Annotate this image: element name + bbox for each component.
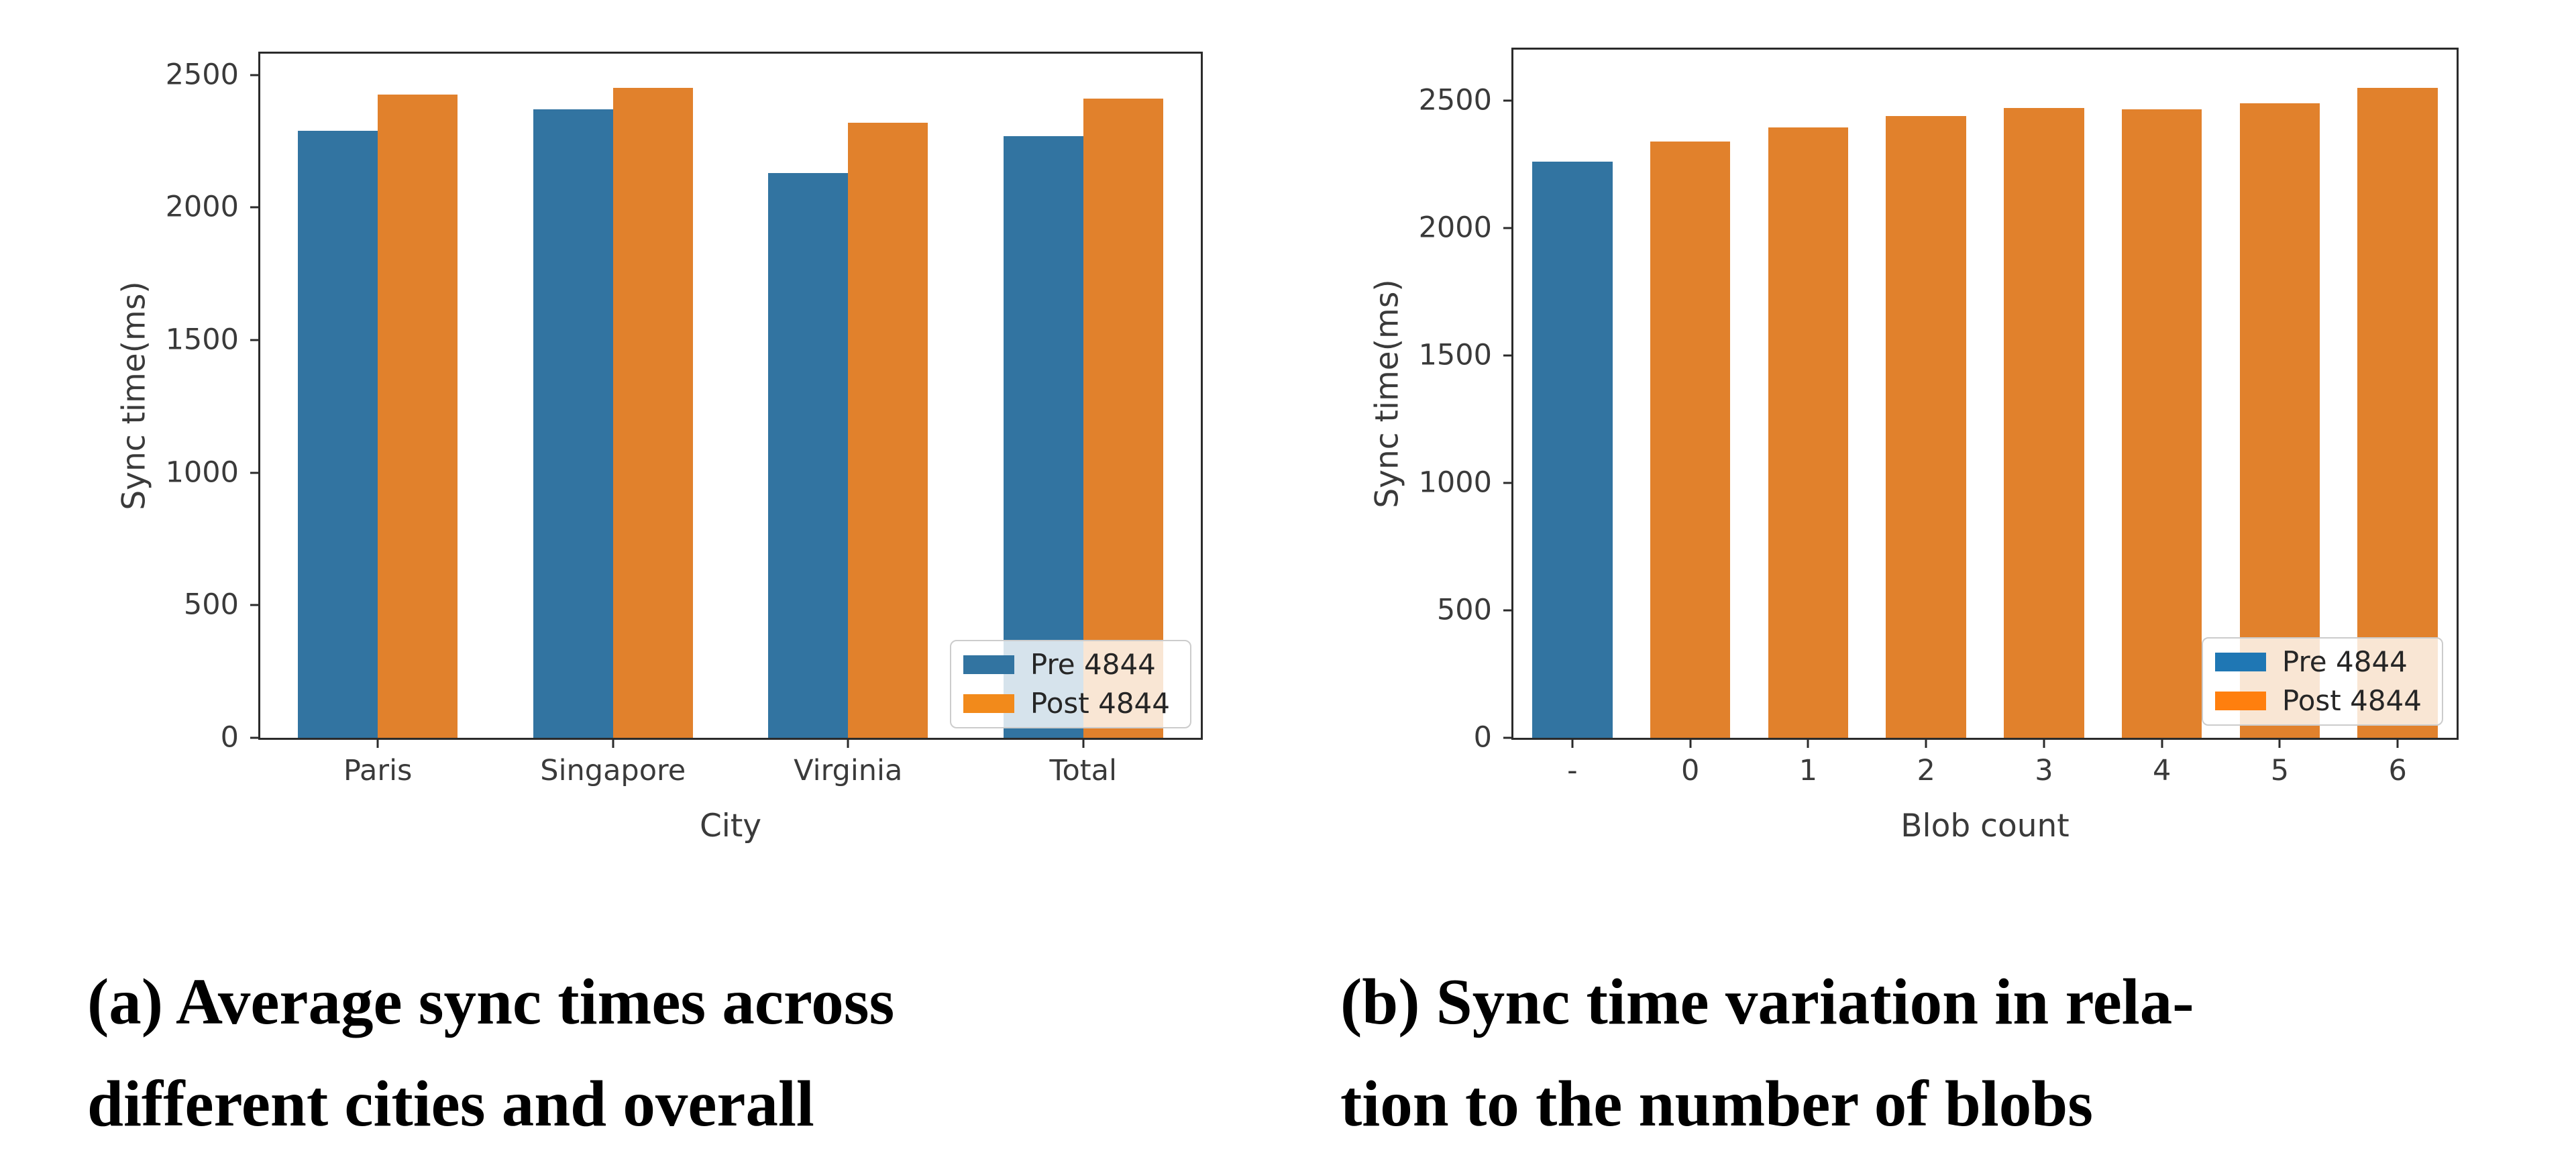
legend-row: Pre 4844 <box>2214 645 2422 678</box>
legend: Pre 4844 Post 4844 <box>2201 637 2443 726</box>
y-tick-mark <box>1503 482 1511 484</box>
x-tick-label: - <box>1567 754 1578 787</box>
bar-4-post-4844 <box>2121 109 2202 738</box>
x-axis-label: City <box>699 808 762 844</box>
x-tick-mark <box>376 740 379 748</box>
y-tick-mark <box>1503 609 1511 612</box>
y-tick-label: 1000 <box>165 455 239 490</box>
bar-Virginia-post-4844 <box>848 122 928 738</box>
y-tick-mark <box>250 339 258 341</box>
bar-6-post-4844 <box>2357 88 2438 738</box>
legend-label: Pre 4844 <box>1030 648 1156 681</box>
y-tick-label: 0 <box>1473 720 1492 755</box>
y-tick-label: 500 <box>1436 593 1492 627</box>
y-tick-mark <box>1503 736 1511 739</box>
y-tick-mark <box>1503 354 1511 357</box>
y-tick-label: 500 <box>183 588 239 622</box>
x-tick-mark <box>2161 740 2163 748</box>
legend-row: Post 4844 <box>963 690 1170 718</box>
bar-1-post-4844 <box>1768 127 1849 738</box>
x-tick-label: 3 <box>2035 754 2053 787</box>
y-axis-label: Sync time(ms) <box>115 281 153 510</box>
bar-Paris-pre-4844 <box>298 130 378 738</box>
x-tick-label: 0 <box>1680 754 1700 787</box>
y-tick-label: 1500 <box>165 323 239 357</box>
plot-area-blob-chart: Sync time(ms) Blob count 0 500 1000 1500 200… <box>1369 48 2459 842</box>
x-tick-label: 2 <box>1917 754 1935 787</box>
x-tick-label: Total <box>1049 754 1117 787</box>
bar-5-post-4844 <box>2239 103 2320 738</box>
x-tick-mark <box>1082 740 1085 748</box>
x-axis-label: Blob count <box>1900 808 2070 844</box>
x-tick-label: Paris <box>343 754 413 787</box>
caption-b: (b) Sync time variation in rela- tion to… <box>1340 951 2194 1155</box>
x-tick-label: 4 <box>2152 754 2171 787</box>
legend-swatch-icon <box>963 694 1014 713</box>
y-tick-mark <box>250 206 258 209</box>
legend-label: Pre 4844 <box>2282 645 2408 678</box>
y-tick-mark <box>250 472 258 474</box>
x-tick-mark <box>847 740 849 748</box>
y-tick-label: 2000 <box>165 190 239 224</box>
y-tick-label: 0 <box>220 720 239 755</box>
x-tick-label: Virginia <box>794 754 903 787</box>
bar-0-post-4844 <box>1650 141 1731 738</box>
x-tick-mark <box>1925 740 1927 748</box>
bar-Singapore-pre-4844 <box>533 109 613 738</box>
legend: Pre 4844 Post 4844 <box>949 640 1191 728</box>
y-axis-label: Sync time(ms) <box>1368 279 1406 508</box>
x-tick-label: 6 <box>2388 754 2407 787</box>
y-tick-label: 2000 <box>1418 211 1492 245</box>
y-tick-label: 2500 <box>1418 83 1492 117</box>
caption-a-line2: different cities and overall <box>87 1068 814 1140</box>
y-tick-mark <box>250 604 258 606</box>
y-tick-mark <box>250 74 258 76</box>
y-tick-label: 2500 <box>165 58 239 92</box>
y-tick-mark <box>1503 99 1511 102</box>
legend-swatch-icon <box>2214 653 2266 671</box>
bar---pre-4844 <box>1532 162 1613 738</box>
x-tick-label: Singapore <box>540 754 686 787</box>
caption-b-line1: (b) Sync time variation in rela- <box>1340 966 2194 1038</box>
legend-swatch-icon <box>963 655 1014 674</box>
y-tick-label: 1500 <box>1418 338 1492 372</box>
bar-Virginia-pre-4844 <box>768 172 849 738</box>
legend-row: Post 4844 <box>2214 684 2422 717</box>
x-tick-mark <box>2278 740 2281 748</box>
legend-swatch-icon <box>2214 692 2266 710</box>
x-tick-label: 1 <box>1799 754 1818 787</box>
legend-row: Pre 4844 <box>963 651 1170 679</box>
caption-b-line2: tion to the number of blobs <box>1340 1068 2093 1140</box>
bar-Singapore-post-4844 <box>612 88 693 738</box>
x-tick-label: 5 <box>2270 754 2290 787</box>
bar-Total-pre-4844 <box>1003 135 1083 738</box>
caption-a-line1: (a) Average sync times across <box>87 966 895 1038</box>
x-tick-mark <box>2396 740 2399 748</box>
x-tick-mark <box>612 740 614 748</box>
bar-2-post-4844 <box>1886 115 1966 738</box>
caption-a: (a) Average sync times across different … <box>87 951 894 1155</box>
bar-Paris-post-4844 <box>378 95 458 738</box>
y-tick-mark <box>250 736 258 739</box>
x-tick-mark <box>1571 740 1574 748</box>
plot-area-city-chart: Sync time(ms) City 0 500 1000 1500 2000 2500 P… <box>116 52 1203 842</box>
x-tick-mark <box>1807 740 1809 748</box>
x-tick-mark <box>1689 740 1692 748</box>
y-tick-mark <box>1503 227 1511 229</box>
y-tick-label: 1000 <box>1418 465 1492 500</box>
legend-label: Post 4844 <box>1030 687 1170 720</box>
bar-Total-post-4844 <box>1083 99 1163 738</box>
bar-3-post-4844 <box>2004 108 2084 738</box>
legend-label: Post 4844 <box>2282 684 2422 717</box>
x-tick-mark <box>2043 740 2045 748</box>
